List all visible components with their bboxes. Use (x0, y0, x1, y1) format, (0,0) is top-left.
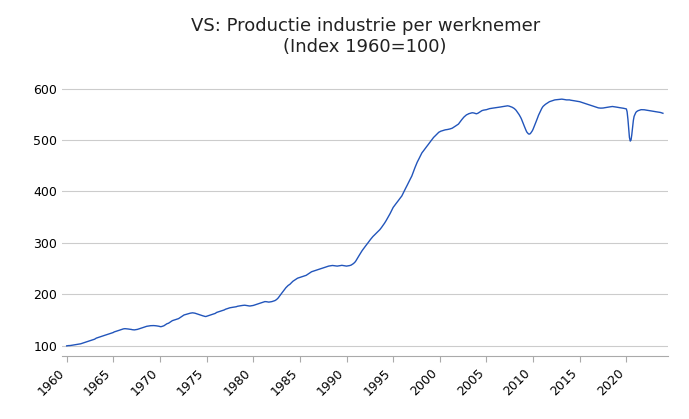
Title: VS: Productie industrie per werknemer
(Index 1960=100): VS: Productie industrie per werknemer (I… (191, 17, 539, 56)
